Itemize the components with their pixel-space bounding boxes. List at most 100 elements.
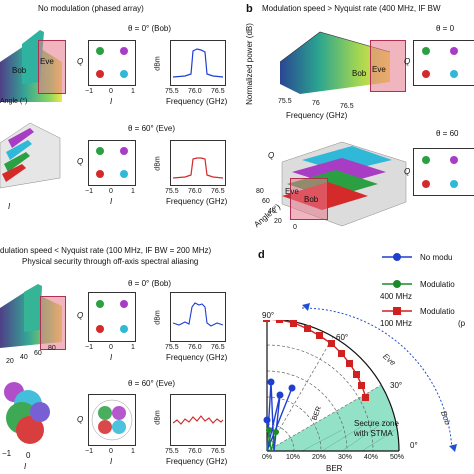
panel-c-title: dulation speed < Nyquist rate (100 MHz, … bbox=[0, 246, 212, 255]
panel-a-bob-dbm: dBm bbox=[154, 56, 162, 71]
panel-c-bob-constellation bbox=[88, 292, 136, 342]
panel-a-bob-label: Bob bbox=[12, 66, 27, 75]
panel-d-polar-plot bbox=[263, 320, 400, 452]
panel-b-theta-bob: θ = 0 bbox=[436, 24, 455, 33]
panel-c-eve-i-tick-3: 1 bbox=[131, 448, 135, 455]
panel-d-angle-0: 0° bbox=[410, 441, 418, 450]
panel-d-xtick-2: 10% bbox=[286, 454, 301, 461]
panel-c-eve-freq-tick-2: 76.0 bbox=[188, 448, 202, 455]
panel-b-xtick-2: 76 bbox=[312, 100, 320, 107]
panel-d-legend-symbols bbox=[382, 253, 412, 315]
panel-d-xtick-4: 30% bbox=[338, 454, 353, 461]
panel-c-bob-i-label: I bbox=[110, 353, 113, 362]
panel-c-bob-i-tick-2: 0 bbox=[109, 344, 113, 351]
panel-a-eve-freq-tick-1: 75.5 bbox=[165, 188, 179, 195]
panel-a-angle-label: Angle (°) bbox=[0, 98, 28, 105]
panel-c-eve-i-label: I bbox=[110, 457, 113, 466]
panel-d-secure-zone-2: with STMA bbox=[354, 429, 393, 438]
panel-c-bob-spectrum bbox=[170, 292, 226, 342]
panel-a-bob-q-label: Q bbox=[77, 57, 84, 66]
panel-d-legend-2: Modulatio bbox=[420, 280, 455, 289]
panel-d-xlabel: BER bbox=[326, 464, 343, 473]
panel-c-angle-tick-2: 40 bbox=[20, 354, 28, 361]
panel-c-bob-i-tick-3: 1 bbox=[131, 344, 135, 351]
panel-c-eve-freq-label: Frequency (GHz) bbox=[166, 457, 228, 466]
panel-a-eve-constellation bbox=[88, 140, 136, 186]
panel-b-eve-plane bbox=[370, 40, 406, 92]
panel-b-bob-label-top: Bob bbox=[352, 69, 367, 78]
panel-b-eve-label-top: Eve bbox=[372, 65, 386, 74]
panel-c-angle-tick-4: 80 bbox=[48, 345, 56, 352]
panel-d-legend-2b: 400 MHz bbox=[380, 292, 413, 301]
panel-b-bob-label-bottom: Bob bbox=[304, 195, 319, 204]
panel-b-ylabel: Normalized power (dB) bbox=[244, 23, 254, 105]
panel-b-xlabel: Frequency (GHz) bbox=[286, 111, 348, 120]
panel-a-bob-i-tick-1: −1 bbox=[85, 88, 93, 95]
panel-a-eve-spectrum bbox=[170, 140, 226, 186]
panel-b-xtick-1: 75.5 bbox=[278, 98, 292, 105]
panel-a-bob-spectrum bbox=[170, 40, 226, 86]
panel-a-eve-freq-tick-3: 76.5 bbox=[211, 188, 225, 195]
panel-b-3d-spectrum bbox=[279, 31, 391, 94]
panel-a-bob-i-tick-3: 1 bbox=[131, 88, 135, 95]
panel-b-angle-tick-1: 0 bbox=[293, 224, 297, 231]
panel-c-3d-plot-bottom bbox=[4, 382, 50, 444]
panel-a-eve-plane bbox=[38, 40, 66, 94]
panel-a-eve-i-label: I bbox=[110, 197, 113, 206]
panel-a-bob-constellation bbox=[88, 40, 136, 86]
panel-d-xtick-1: 0% bbox=[262, 454, 273, 461]
panel-d-legend-1: No modu bbox=[420, 253, 453, 262]
panel-c-3d-i-tick-2: 0 bbox=[26, 451, 31, 460]
panel-b-xtick-3: 76.5 bbox=[340, 103, 354, 110]
panel-d-xtick-5: 40% bbox=[364, 454, 379, 461]
panel-c-bob-freq-tick-2: 76.0 bbox=[188, 344, 202, 351]
panel-c-eve-spectrum bbox=[170, 394, 226, 446]
panel-a-eve-i-tick-1: −1 bbox=[85, 188, 93, 195]
panel-a-3d-i-axis: I bbox=[8, 202, 11, 211]
panel-c-angle-tick-3: 60 bbox=[34, 350, 42, 357]
panel-d-legend-3c: (p bbox=[458, 319, 466, 328]
panel-b-q-label-mid: Q bbox=[268, 151, 275, 160]
panel-c-eve-constellation bbox=[88, 394, 136, 446]
panel-a-eve-theta: θ = 60° (Eve) bbox=[128, 124, 175, 133]
panel-c-bob-theta: θ = 0° (Bob) bbox=[128, 279, 171, 288]
panel-c-eve-freq-tick-3: 76.5 bbox=[211, 448, 225, 455]
panel-c-3d-i-label: I bbox=[24, 462, 27, 471]
panel-b-eve-label-bottom: Eve bbox=[285, 187, 299, 196]
panel-c-bob-i-tick-1: −1 bbox=[85, 344, 93, 351]
panel-c-bob-freq-tick-1: 75.5 bbox=[165, 344, 179, 351]
panel-c-3d-i-tick-1: −1 bbox=[2, 449, 12, 458]
panel-c-eve-dbm: dBm bbox=[154, 410, 162, 425]
panel-d-legend-3: Modulatio bbox=[420, 307, 455, 316]
panel-c-eve-i-tick-2: 0 bbox=[109, 448, 113, 455]
panel-a-bob-i-label: I bbox=[110, 97, 113, 106]
panel-d-letter: d bbox=[258, 249, 265, 261]
panel-c-angle-tick-1: 20 bbox=[6, 358, 14, 365]
panel-c-eve-q-label: Q bbox=[77, 415, 84, 424]
panel-b-angle-tick-4: 60 bbox=[262, 198, 270, 205]
panel-a-bob-i-tick-2: 0 bbox=[109, 88, 113, 95]
panel-a-bob-theta: θ = 0° (Bob) bbox=[128, 24, 171, 33]
panel-a-bob-freq-label: Frequency (GHz) bbox=[166, 97, 228, 106]
panel-c-eve-plane bbox=[40, 296, 66, 350]
panel-a-bob-freq-tick-1: 75.5 bbox=[165, 88, 179, 95]
panel-b-eve-constellation bbox=[413, 148, 474, 196]
panel-a-bob-freq-tick-3: 76.5 bbox=[211, 88, 225, 95]
panel-b-angle-label: Angle (°) bbox=[252, 202, 283, 230]
panel-a-eve-freq-label: Frequency (GHz) bbox=[166, 197, 228, 206]
panel-a-eve-freq-tick-2: 76.0 bbox=[188, 188, 202, 195]
panel-b-theta-eve: θ = 60 bbox=[436, 129, 459, 138]
panel-d-angle-90: 90° bbox=[262, 311, 275, 320]
panel-c-subtitle: Physical security through off-axis spect… bbox=[22, 257, 199, 266]
panel-c-bob-freq-tick-3: 76.5 bbox=[211, 344, 225, 351]
panel-a-bob-freq-tick-2: 76.0 bbox=[188, 88, 202, 95]
panel-a-eve-i-tick-2: 0 bbox=[109, 188, 113, 195]
panel-b-angle-tick-3: 40 bbox=[268, 208, 276, 215]
panel-d-xtick-6: 50% bbox=[390, 454, 405, 461]
panel-d-legend-3b: 100 MHz bbox=[380, 319, 413, 328]
panel-a-eve-label: Eve bbox=[40, 57, 54, 66]
panel-d-eve-bob-arc bbox=[301, 303, 457, 452]
panel-b-q-label-top: Q bbox=[404, 57, 411, 66]
panel-c-bob-dbm: dBm bbox=[154, 310, 162, 325]
panel-c-eve-theta: θ = 60° (Eve) bbox=[128, 379, 175, 388]
